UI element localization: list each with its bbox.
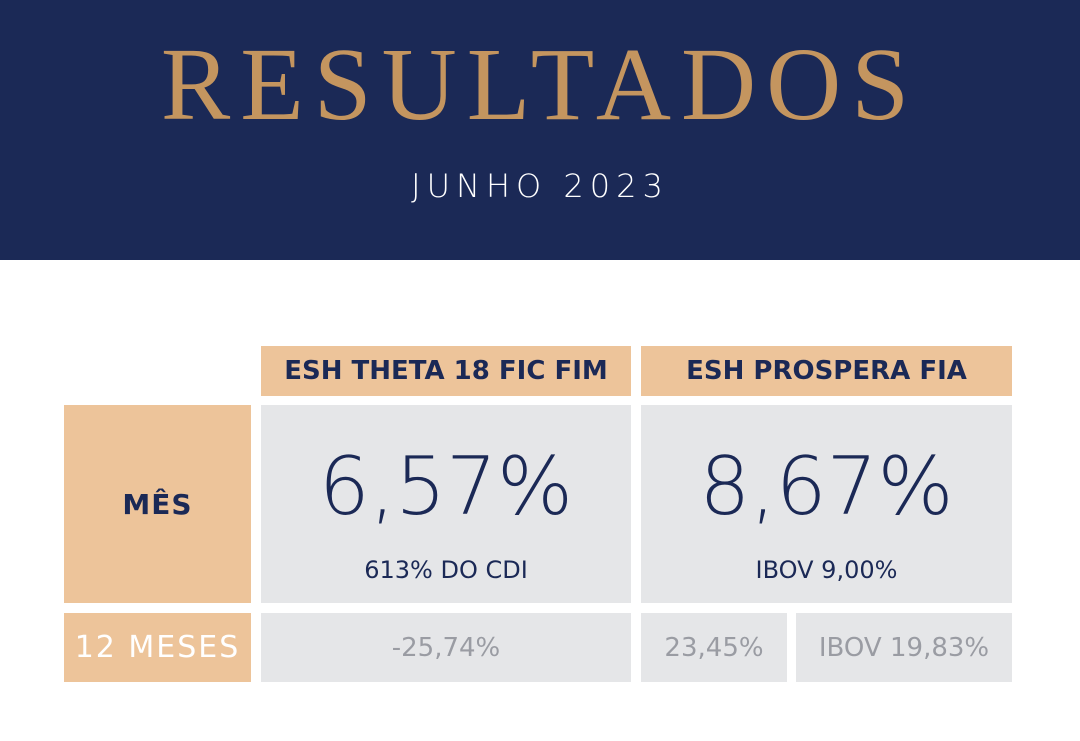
row-header-12-meses: 12 MESES: [64, 613, 251, 682]
column-header-theta: ESH THETA 18 FIC FIM: [261, 346, 631, 396]
page-title: RESULTADOS: [160, 27, 920, 142]
column-header-prospera: ESH PROSPERA FIA: [641, 346, 1012, 396]
prospera-12m-benchmark: IBOV 19,83%: [796, 613, 1012, 682]
row-header-mes: MÊS: [64, 405, 251, 603]
theta-month-value: 6,57%: [318, 440, 574, 533]
theta-12m-value: -25,74%: [261, 613, 631, 682]
cell-prospera-month: 8,67% IBOV 9,00%: [641, 405, 1012, 603]
header-banner: RESULTADOS JUNHO 2023: [0, 0, 1080, 260]
prospera-month-note: IBOV 9,00%: [755, 556, 898, 584]
prospera-12m-value: 23,45%: [641, 613, 787, 682]
page-subtitle: JUNHO 2023: [411, 167, 669, 205]
prospera-month-value: 8,67%: [699, 440, 954, 533]
theta-month-note: 613% DO CDI: [364, 556, 528, 584]
cell-theta-month: 6,57% 613% DO CDI: [261, 405, 631, 603]
